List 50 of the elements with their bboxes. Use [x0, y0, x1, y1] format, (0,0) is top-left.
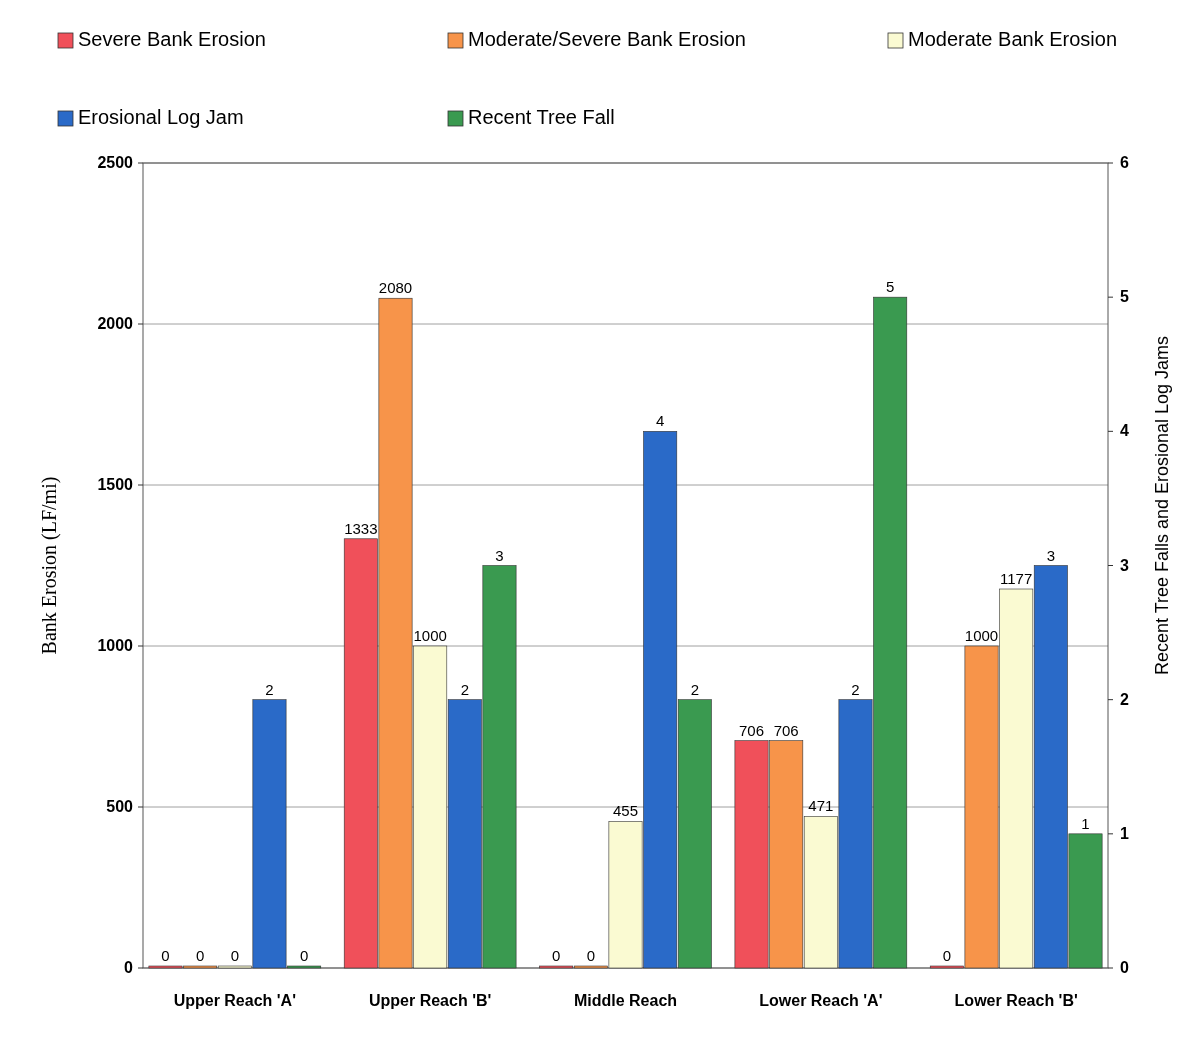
- legend-label: Moderate Bank Erosion: [908, 28, 1118, 50]
- y2-tick-label: 0: [1120, 959, 1129, 976]
- x-tick-label: Upper Reach 'B': [369, 992, 492, 1009]
- y2-tick-label: 3: [1120, 556, 1129, 574]
- legend-label: Severe Bank Erosion: [78, 28, 266, 50]
- legend-label: Erosional Log Jam: [78, 106, 244, 128]
- data-label: 455: [612, 802, 639, 820]
- data-label: 471: [808, 797, 834, 815]
- x-tick-label: Lower Reach 'A': [759, 992, 883, 1009]
- data-label: 5: [885, 278, 895, 296]
- data-label: 4: [655, 412, 665, 430]
- y-tick-label: 2500: [97, 154, 134, 171]
- data-label: 0: [299, 947, 309, 964]
- y2-tick-label: 6: [1120, 154, 1129, 171]
- x-tick-label: Upper Reach 'A': [173, 992, 296, 1009]
- data-label: 0: [552, 947, 561, 964]
- y2-axis-title: Recent Tree Falls and Erosional Log Jams: [1152, 335, 1172, 676]
- data-label: 3: [1046, 546, 1056, 564]
- data-label: 0: [230, 947, 239, 964]
- legend-label: Recent Tree Fall: [468, 106, 615, 128]
- x-tick-label: Lower Reach 'B': [954, 992, 1078, 1009]
- data-label: 2: [851, 680, 860, 698]
- data-label: 2: [690, 680, 699, 698]
- y-tick-label: 500: [106, 798, 134, 815]
- data-label: 2: [460, 680, 469, 698]
- data-label: 1000: [964, 627, 999, 644]
- data-label: 0: [942, 947, 952, 964]
- data-label: 2: [265, 680, 274, 698]
- y2-tick-label: 5: [1120, 288, 1129, 306]
- data-label: 3: [495, 546, 504, 564]
- y-tick-label: 1500: [97, 476, 134, 493]
- data-label: 706: [773, 721, 799, 739]
- data-label: 1: [1081, 814, 1090, 832]
- data-label: 1000: [413, 627, 447, 644]
- y2-tick-label: 1: [1120, 824, 1129, 842]
- data-label: 2080: [378, 279, 413, 297]
- y-tick-label: 2000: [97, 315, 134, 332]
- y2-tick-label: 2: [1120, 690, 1129, 708]
- y2-tick-label: 4: [1120, 422, 1129, 440]
- data-label: 0: [195, 947, 205, 964]
- y-tick-label: 0: [124, 959, 134, 976]
- data-label: 1177: [1000, 570, 1033, 588]
- data-label: 0: [161, 947, 170, 964]
- data-label: 1333: [344, 519, 378, 537]
- legend-label: Moderate/Severe Bank Erosion: [468, 28, 746, 50]
- x-tick-label: Middle Reach: [573, 992, 678, 1009]
- y-tick-label: 1000: [97, 637, 134, 654]
- data-label: 706: [739, 721, 765, 739]
- data-label: 0: [586, 947, 596, 964]
- y-axis-title: Bank Erosion (LF/mi): [38, 476, 61, 655]
